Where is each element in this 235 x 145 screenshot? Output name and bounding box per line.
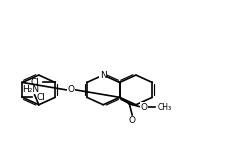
Text: O: O (129, 116, 136, 125)
Text: CH₃: CH₃ (157, 103, 172, 112)
Text: N: N (100, 71, 107, 80)
Text: O: O (67, 85, 74, 94)
Text: Cl: Cl (36, 93, 45, 102)
Text: H₂N: H₂N (22, 85, 39, 94)
Text: Cl: Cl (31, 78, 40, 87)
Text: O: O (141, 103, 148, 112)
